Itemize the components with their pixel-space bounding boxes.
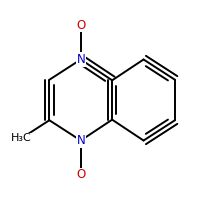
Text: O: O (76, 19, 85, 32)
Text: O: O (76, 168, 85, 181)
Text: N: N (76, 53, 85, 66)
Text: H₃C: H₃C (11, 133, 31, 143)
Text: N: N (76, 134, 85, 147)
